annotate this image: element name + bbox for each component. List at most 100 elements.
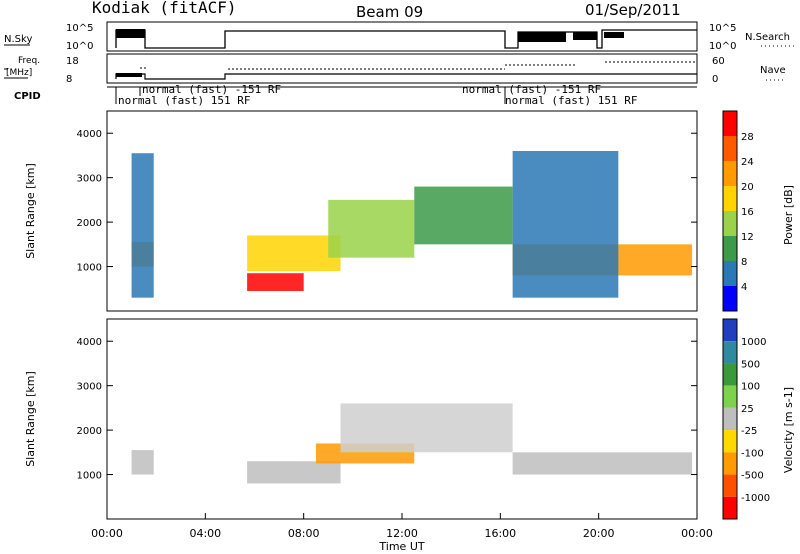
- time-x-axis: 00:00 04:00 08:00 12:00 16:00 20:00 00:00: [91, 513, 713, 540]
- power-echo-region: [512, 151, 619, 298]
- power-colorbar-tick-label: 16: [741, 207, 754, 218]
- time-xlabel: Time UT: [378, 540, 424, 553]
- velocity-ytick-label: 2000: [77, 426, 102, 437]
- time-tick-label: 04:00: [189, 527, 221, 540]
- velocity-colorbar-segment: [723, 496, 737, 519]
- nsky-panel: N.Sky 10^5 10^0 10^5 10^0 N.Search: [4, 21, 797, 52]
- power-echo-region: [131, 153, 154, 298]
- velocity-colorbar-segment: [723, 474, 737, 497]
- velocity-ytick-label: 1000: [77, 471, 102, 482]
- velocity-colorbar-tick-label: -1000: [741, 493, 770, 504]
- power-colorbar-segment: [723, 211, 737, 236]
- velocity-echo-region: [340, 403, 513, 453]
- power-colorbar-segment: [723, 236, 737, 261]
- velocity-colorbar-segment: [723, 319, 737, 342]
- velocity-colorbar-tick-label: -500: [741, 471, 764, 482]
- velocity-colorbar-segment: [723, 407, 737, 431]
- power-ytick-label: 4000: [77, 129, 102, 140]
- nave-tick-top: 60: [712, 56, 725, 67]
- velocity-colorbar-segment: [723, 430, 737, 453]
- velocity-ytick-label: 4000: [77, 337, 102, 348]
- freq-unit: [MHz]: [6, 68, 32, 78]
- freq-trace: [115, 73, 697, 80]
- power-colorbar-tick-label: 20: [741, 182, 754, 193]
- date-title: 01/Sep/2011: [585, 1, 681, 19]
- freq-tick-bottom: 8: [66, 74, 72, 85]
- power-colorbar-tick-label: 8: [741, 257, 747, 268]
- velocity-colorbar-frame: [722, 318, 738, 520]
- power-colorbar-segment: [723, 286, 737, 311]
- power-ytick-label: 2000: [77, 218, 102, 229]
- beam-title: Beam 09: [356, 3, 423, 21]
- nave-label: Nave: [760, 65, 786, 76]
- power-data-layer: [131, 151, 693, 298]
- time-tick-label: 20:00: [583, 527, 615, 540]
- power-echo-region: [414, 186, 513, 245]
- velocity-colorbar: 1000 500 100 25 -25 -100 -500 -1000: [722, 318, 770, 520]
- radar-title: Kodiak (fitACF): [92, 0, 237, 17]
- velocity-y-axis: 1000 2000 3000 4000: [77, 337, 697, 482]
- cpid-label: CPID: [14, 91, 41, 102]
- velocity-ylabel: Slant Range [km]: [24, 371, 37, 467]
- power-echo-region: [247, 273, 304, 291]
- nsky-panel-frame: [106, 21, 698, 52]
- velocity-colorbar-tick-label: 100: [741, 382, 760, 393]
- nsky-tick-bottom: 10^0: [66, 41, 93, 52]
- freq-tick-top: 18: [66, 56, 79, 67]
- velocity-colorbar-segment: [723, 385, 737, 408]
- nsearch-tick-top: 10^5: [709, 23, 736, 34]
- nave-trace: [140, 61, 697, 70]
- power-echo-region: [247, 235, 341, 271]
- time-tick-label: 16:00: [484, 527, 516, 540]
- power-colorbar-segment: [723, 161, 737, 186]
- power-ylabel: Slant Range [km]: [24, 163, 37, 259]
- power-colorbar-frame: [722, 110, 738, 312]
- velocity-echo-region: [247, 461, 341, 484]
- velocity-colorbar-label: Velocity [m s-1]: [782, 387, 795, 473]
- cpid-annotation-2: normal (fast) 151 RF: [118, 94, 250, 107]
- nsky-tick-top: 10^5: [66, 23, 93, 34]
- power-colorbar-tick-label: 28: [741, 132, 754, 143]
- power-colorbar-segment: [723, 136, 737, 161]
- power-colorbar-tick-label: 12: [741, 232, 754, 243]
- velocity-colorbar-segment: [723, 341, 737, 364]
- power-y-axis: 1000 2000 3000 4000: [77, 129, 697, 274]
- cpid-annotation-3: normal (fast) -151 RF: [462, 83, 601, 96]
- freq-panel-frame: [106, 53, 698, 84]
- time-tick-label: 00:00: [681, 527, 713, 540]
- velocity-colorbar-tick-label: 500: [741, 359, 760, 370]
- velocity-colorbar-segment: [723, 452, 737, 475]
- velocity-colorbar-tick-label: 25: [741, 404, 754, 415]
- velocity-colorbar-segment: [723, 363, 737, 386]
- power-panel: 1000 2000 3000 4000 Slant Range [km] 28 24 20…: [24, 110, 795, 312]
- time-tick-label: 08:00: [288, 527, 320, 540]
- velocity-panel: 1000 2000 3000 4000 Slant Range [km] 1000 50…: [24, 318, 795, 553]
- velocity-ytick-label: 3000: [77, 382, 102, 393]
- nsearch-tick-bottom: 10^0: [709, 41, 736, 52]
- power-colorbar-tick-label: 24: [741, 157, 754, 168]
- power-colorbar-tick-label: 4: [741, 282, 747, 293]
- power-echo-region: [328, 199, 415, 258]
- cpid-strip: CPID normal (fast) -151 RF normal (fast)…: [14, 83, 697, 107]
- velocity-colorbar-tick-label: 1000: [741, 337, 766, 348]
- nsearch-label: N.Search: [745, 32, 790, 43]
- velocity-colorbar-tick-label: -100: [741, 448, 764, 459]
- power-ytick-label: 1000: [77, 263, 102, 274]
- velocity-colorbar-tick-label: -25: [741, 426, 757, 437]
- nsky-label: N.Sky: [4, 34, 32, 45]
- cpid-annotation-4: normal (fast) 151 RF: [505, 94, 637, 107]
- power-colorbar-label: Power [dB]: [782, 185, 795, 245]
- nave-tick-bottom: 0: [712, 74, 718, 85]
- power-colorbar: 28 24 20 16 12 8 4: [722, 110, 754, 312]
- time-tick-label: 00:00: [91, 527, 123, 540]
- cpid-annotation-1: normal (fast) -151 RF: [142, 83, 281, 96]
- velocity-echo-region: [131, 450, 154, 475]
- power-ytick-label: 3000: [77, 174, 102, 185]
- power-panel-frame: [106, 110, 698, 312]
- time-tick-label: 12:00: [386, 527, 418, 540]
- freq-panel: Freq. [MHz] 18 8 60 0 Nave: [4, 53, 786, 85]
- power-colorbar-segment: [723, 186, 737, 211]
- velocity-echo-region: [512, 452, 693, 475]
- power-colorbar-segment: [723, 261, 737, 286]
